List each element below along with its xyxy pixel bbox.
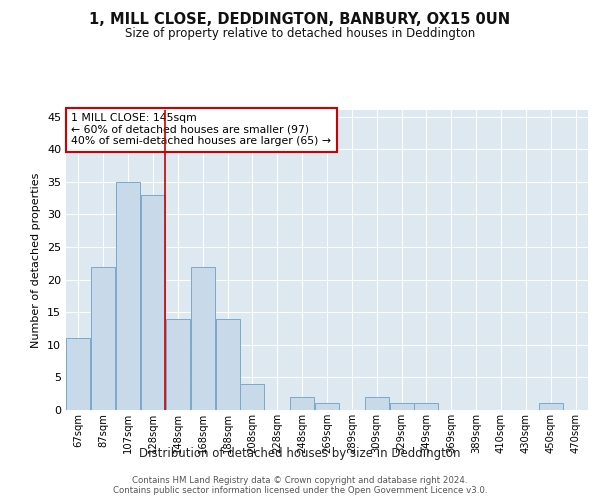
Text: Contains HM Land Registry data © Crown copyright and database right 2024.
Contai: Contains HM Land Registry data © Crown c…	[113, 476, 487, 495]
Bar	[389, 404, 413, 410]
Bar	[241, 384, 265, 410]
Bar	[91, 266, 115, 410]
Text: Distribution of detached houses by size in Deddington: Distribution of detached houses by size …	[139, 448, 461, 460]
Bar	[539, 404, 563, 410]
Bar	[315, 404, 339, 410]
Bar	[67, 338, 91, 410]
Bar	[290, 397, 314, 410]
Y-axis label: Number of detached properties: Number of detached properties	[31, 172, 41, 348]
Bar	[116, 182, 140, 410]
Bar	[215, 318, 239, 410]
Text: Size of property relative to detached houses in Deddington: Size of property relative to detached ho…	[125, 28, 475, 40]
Bar	[365, 397, 389, 410]
Bar	[415, 404, 439, 410]
Bar	[191, 266, 215, 410]
Text: 1, MILL CLOSE, DEDDINGTON, BANBURY, OX15 0UN: 1, MILL CLOSE, DEDDINGTON, BANBURY, OX15…	[89, 12, 511, 28]
Bar	[141, 195, 165, 410]
Bar	[166, 318, 190, 410]
Text: 1 MILL CLOSE: 145sqm
← 60% of detached houses are smaller (97)
40% of semi-detac: 1 MILL CLOSE: 145sqm ← 60% of detached h…	[71, 113, 331, 146]
